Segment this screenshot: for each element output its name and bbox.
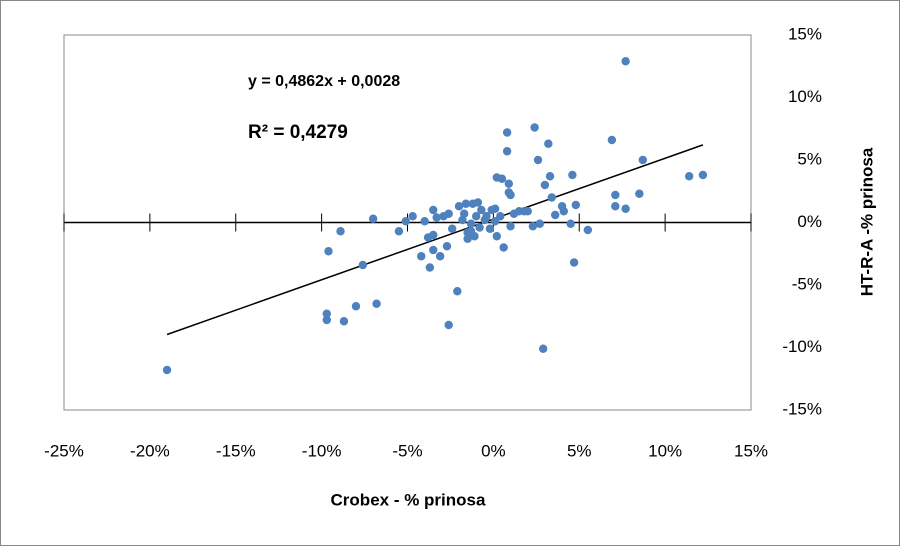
y-tick-label: -15% (782, 399, 822, 418)
y-tick-label: 10% (788, 87, 822, 106)
data-point (472, 212, 481, 221)
data-point (559, 207, 568, 216)
trend-equation: y = 0,4862x + 0,0028 (248, 73, 400, 90)
y-axis-title: HT-R-A -% prinosa (857, 147, 876, 296)
x-tick-label: 10% (648, 441, 682, 460)
data-point (492, 232, 502, 241)
data-point (339, 317, 349, 326)
data-point (621, 204, 630, 213)
data-point (442, 242, 452, 251)
data-point (482, 212, 491, 221)
y-tick-label: -10% (782, 337, 822, 356)
data-point (638, 155, 647, 165)
data-point (535, 219, 544, 228)
data-point (470, 232, 479, 241)
data-point (417, 252, 426, 261)
y-tick-label: -5% (792, 274, 822, 293)
data-point (607, 135, 617, 145)
data-point (432, 213, 441, 222)
data-point (569, 258, 579, 267)
y-tick-label: 15% (788, 24, 822, 43)
x-tick-label: -5% (392, 441, 422, 460)
x-axis-title: Crobex - % prinosa (331, 490, 486, 509)
data-point (533, 155, 543, 165)
x-tick-label: -20% (130, 441, 170, 460)
data-point (528, 222, 538, 231)
data-point (583, 225, 593, 235)
data-point (502, 128, 512, 137)
data-point (358, 260, 368, 270)
data-point (547, 193, 556, 202)
data-point (372, 299, 381, 308)
data-point (551, 210, 560, 220)
data-point (544, 139, 553, 148)
data-point (499, 243, 508, 252)
data-point (425, 263, 435, 272)
data-point (506, 190, 515, 200)
data-point (429, 230, 438, 240)
data-point (477, 205, 486, 215)
data-point (545, 172, 555, 181)
data-point (420, 217, 429, 226)
trendline (166, 144, 704, 336)
data-point (475, 223, 484, 232)
data-point (485, 224, 495, 233)
data-point (447, 224, 457, 233)
data-point (490, 217, 500, 226)
x-tick-label: 15% (734, 441, 768, 460)
x-tick-label: -15% (216, 441, 256, 460)
data-point (568, 170, 577, 180)
r-squared: R² = 0,4279 (248, 122, 348, 143)
data-point (497, 174, 507, 183)
data-point (408, 212, 417, 221)
data-point (336, 227, 345, 236)
data-point (611, 202, 620, 211)
x-tick-label: -25% (44, 441, 84, 460)
data-point (473, 198, 483, 207)
data-point (459, 209, 469, 218)
data-point (401, 217, 410, 226)
data-point (453, 287, 462, 296)
data-point (444, 209, 453, 218)
data-point (394, 227, 404, 236)
data-point (368, 214, 378, 223)
x-tick-label: -10% (302, 441, 342, 460)
data-point (461, 199, 471, 208)
data-point (523, 207, 532, 216)
data-point (506, 222, 515, 231)
data-point (466, 219, 476, 228)
data-point (530, 123, 539, 132)
y-tick-label: 0% (797, 212, 822, 231)
data-point (444, 320, 453, 330)
data-point (322, 315, 331, 325)
data-point (429, 245, 438, 255)
data-point (490, 204, 500, 213)
data-point (571, 200, 581, 210)
data-point (454, 202, 464, 211)
data-point (621, 57, 630, 66)
data-point (611, 190, 620, 200)
data-point (684, 172, 694, 181)
data-point (698, 170, 708, 180)
data-point (504, 179, 514, 188)
data-point (435, 252, 445, 261)
x-tick-label: 0% (481, 441, 506, 460)
data-point (566, 219, 575, 228)
data-point (351, 302, 361, 311)
data-point (502, 147, 512, 156)
data-point (540, 180, 550, 190)
data-point (496, 212, 505, 221)
data-point (538, 344, 548, 353)
y-tick-label: 5% (797, 149, 822, 168)
data-point (429, 205, 438, 215)
data-point (324, 247, 333, 256)
x-tick-label: 5% (567, 441, 592, 460)
data-point (162, 365, 172, 375)
data-point (635, 189, 644, 198)
data-point (463, 234, 472, 243)
data-point (322, 309, 331, 318)
